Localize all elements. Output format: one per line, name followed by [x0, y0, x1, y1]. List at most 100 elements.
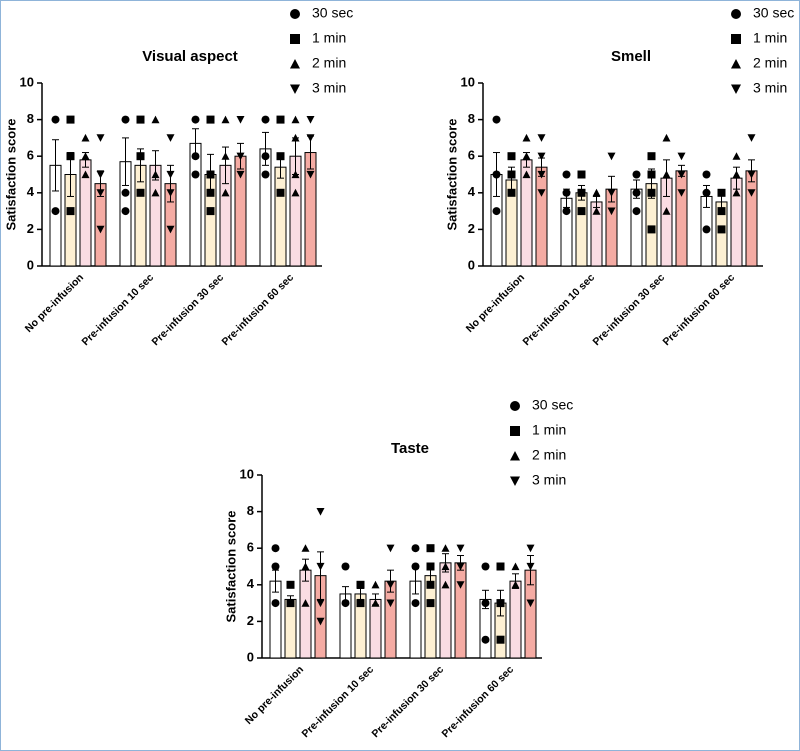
- data-point: [121, 115, 130, 124]
- data-point: [191, 115, 200, 124]
- data-point: [81, 133, 90, 142]
- data-point: [522, 152, 531, 160]
- data-point: [221, 115, 230, 124]
- data-point: [411, 599, 420, 608]
- y-tick-label: 2: [468, 221, 475, 236]
- data-point: [702, 225, 711, 234]
- x-tick-label: Pre-infusion 60 sec: [220, 271, 297, 348]
- data-point: [341, 599, 350, 608]
- data-point: [136, 152, 145, 161]
- data-point: [51, 115, 60, 124]
- data-point: [717, 207, 726, 216]
- bar: [259, 148, 272, 267]
- data-point: [191, 152, 200, 161]
- data-point: [732, 188, 741, 197]
- data-point: [496, 635, 505, 644]
- data-point: [386, 581, 395, 589]
- legend-marker: [290, 9, 300, 19]
- data-point: [481, 562, 490, 571]
- data-point: [456, 581, 465, 589]
- data-point: [136, 115, 145, 124]
- data-point: [562, 207, 571, 216]
- y-tick-label: 6: [468, 148, 475, 163]
- bar: [439, 562, 452, 659]
- data-point: [647, 170, 656, 179]
- y-tick-label: 0: [247, 649, 254, 664]
- data-point: [166, 170, 175, 179]
- legend-marker: [731, 59, 741, 69]
- legend-marker: [510, 476, 520, 486]
- data-point: [221, 188, 230, 197]
- legend-label: 1 min: [753, 30, 787, 46]
- data-point: [151, 188, 160, 197]
- x-tick-label: Pre-infusion 10 sec: [300, 663, 377, 740]
- data-point: [537, 134, 546, 142]
- data-point: [747, 134, 756, 142]
- data-point: [562, 188, 571, 197]
- x-tick-label: Pre-infusion 30 sec: [370, 663, 447, 740]
- data-point: [191, 170, 200, 179]
- data-point: [632, 207, 641, 216]
- data-point: [356, 580, 365, 589]
- data-point: [481, 635, 490, 644]
- bar: [675, 170, 688, 267]
- y-tick-label: 2: [27, 221, 34, 236]
- legend-marker: [510, 401, 520, 411]
- data-point: [647, 225, 656, 234]
- data-point: [632, 170, 641, 179]
- data-point: [511, 580, 520, 589]
- legend-label: 30 sec: [753, 5, 794, 21]
- data-point: [577, 170, 586, 179]
- data-point: [66, 207, 75, 216]
- bar: [369, 598, 382, 659]
- y-axis-label: Satisfaction score: [444, 119, 459, 231]
- data-point: [507, 152, 516, 161]
- data-point: [301, 562, 310, 571]
- data-point: [291, 170, 300, 179]
- data-point: [702, 170, 711, 179]
- x-tick-label: No pre-infusion: [464, 272, 527, 335]
- data-point: [271, 544, 280, 553]
- data-point: [301, 599, 310, 607]
- data-point: [632, 188, 641, 197]
- y-tick-label: 6: [27, 148, 34, 163]
- legend-label: 30 sec: [532, 397, 573, 413]
- data-point: [166, 225, 175, 234]
- data-point: [647, 188, 656, 197]
- data-point: [316, 599, 325, 608]
- bar: [269, 580, 282, 659]
- data-point: [492, 115, 501, 124]
- data-point: [732, 152, 741, 160]
- data-point: [121, 188, 130, 197]
- x-tick-label: Pre-infusion 10 sec: [521, 271, 598, 348]
- data-point: [291, 133, 300, 142]
- data-point: [301, 544, 310, 552]
- data-point: [96, 134, 105, 142]
- data-point: [537, 152, 546, 161]
- data-point: [261, 170, 270, 179]
- x-tick-label: Pre-infusion 10 sec: [80, 271, 157, 348]
- bar: [274, 166, 287, 267]
- data-point: [51, 207, 60, 216]
- data-point: [236, 170, 245, 179]
- data-point: [306, 116, 315, 124]
- legend-marker: [731, 9, 741, 19]
- data-point: [647, 152, 656, 161]
- error-bar: [317, 551, 324, 600]
- bar: [299, 569, 312, 659]
- data-point: [271, 599, 280, 608]
- y-axis-label: Satisfaction score: [223, 511, 238, 623]
- data-point: [276, 188, 285, 197]
- data-point: [426, 562, 435, 571]
- y-tick-label: 0: [27, 257, 34, 272]
- data-point: [717, 225, 726, 234]
- y-tick-label: 10: [20, 74, 34, 89]
- data-point: [426, 599, 435, 608]
- y-tick-label: 4: [247, 576, 255, 591]
- data-point: [411, 544, 420, 553]
- data-point: [426, 544, 435, 553]
- data-point: [291, 115, 300, 124]
- bar: [284, 598, 297, 659]
- data-point: [562, 170, 571, 179]
